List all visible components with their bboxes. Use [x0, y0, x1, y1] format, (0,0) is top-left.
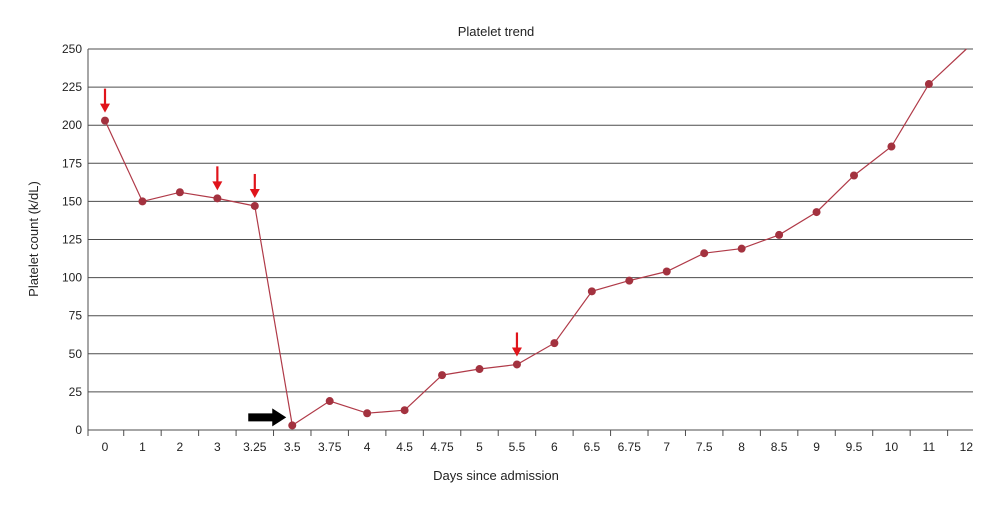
red-down-arrow-icon [212, 166, 223, 191]
data-point [175, 188, 184, 197]
x-tick-label: 7 [663, 440, 670, 454]
x-tick-label: 3.25 [243, 440, 267, 454]
x-tick-label: 11 [923, 440, 936, 454]
data-point [587, 287, 596, 296]
y-tick-label: 250 [62, 42, 82, 56]
gridlines [88, 48, 973, 393]
y-tick-label: 225 [62, 80, 82, 94]
x-tick-label: 8 [738, 440, 745, 454]
y-tick-label: 150 [62, 194, 82, 208]
red-down-arrow-icon [511, 332, 522, 357]
x-tick-label: 4.5 [396, 440, 413, 454]
data-point [325, 397, 334, 406]
y-tick-label: 50 [69, 347, 83, 361]
data-point [850, 171, 858, 180]
data-point [737, 244, 746, 253]
data-point [550, 339, 559, 348]
red-down-arrow-icon [249, 173, 260, 198]
y-tick-label: 125 [62, 233, 82, 247]
data-point [887, 142, 896, 151]
y-tick-label: 75 [69, 309, 83, 323]
annotation-arrows [100, 88, 522, 427]
x-tick-label: 6 [551, 440, 558, 454]
data-point [438, 371, 447, 380]
series-line-layer [104, 48, 967, 427]
data-point [924, 80, 933, 89]
red-down-arrow-icon [100, 88, 110, 113]
data-point [625, 276, 634, 285]
x-tick-label: 10 [885, 440, 899, 454]
data-points [101, 80, 933, 430]
data-point [812, 208, 821, 217]
x-tick-label: 0 [102, 440, 109, 454]
x-tick-label: 12 [960, 440, 974, 454]
y-tick-label: 25 [69, 385, 83, 399]
x-tick-label: 5 [476, 440, 483, 454]
x-axis-label: Days since admission [433, 468, 559, 483]
y-tick-label: 100 [62, 271, 82, 285]
data-point [400, 406, 409, 415]
black-right-arrow-icon [248, 408, 287, 427]
x-tick-label: 9.5 [846, 440, 863, 454]
x-tick-label: 7.5 [696, 440, 713, 454]
x-tick-label: 4.75 [430, 440, 454, 454]
y-axis-label: Platelet count (k/dL) [26, 181, 41, 297]
x-tick-label: 3.75 [318, 440, 342, 454]
data-point [512, 360, 521, 369]
data-point [475, 365, 484, 374]
y-tick-label: 175 [62, 156, 82, 170]
y-tick-label: 0 [75, 423, 82, 437]
series-line [104, 48, 967, 427]
data-point [213, 194, 222, 203]
data-point [138, 197, 147, 206]
data-point [662, 267, 671, 276]
x-tick-label: 5.5 [509, 440, 526, 454]
chart-title: Platelet trend [458, 24, 535, 39]
x-tick-label: 6.5 [584, 440, 601, 454]
x-tick-label: 3.5 [284, 440, 301, 454]
data-point [101, 116, 109, 125]
x-tick-label: 2 [177, 440, 184, 454]
x-tick-label: 9 [813, 440, 820, 454]
data-point [775, 230, 784, 239]
x-tick-label: 6.75 [618, 440, 642, 454]
data-point [250, 201, 259, 210]
data-point [288, 421, 297, 430]
y-tick-label: 200 [62, 118, 82, 132]
x-tick-label: 8.5 [771, 440, 788, 454]
x-tick-label: 3 [214, 440, 221, 454]
data-point [363, 409, 372, 418]
x-tick-label: 4 [364, 440, 371, 454]
data-point [700, 249, 709, 258]
x-tick-label: 1 [139, 440, 146, 454]
